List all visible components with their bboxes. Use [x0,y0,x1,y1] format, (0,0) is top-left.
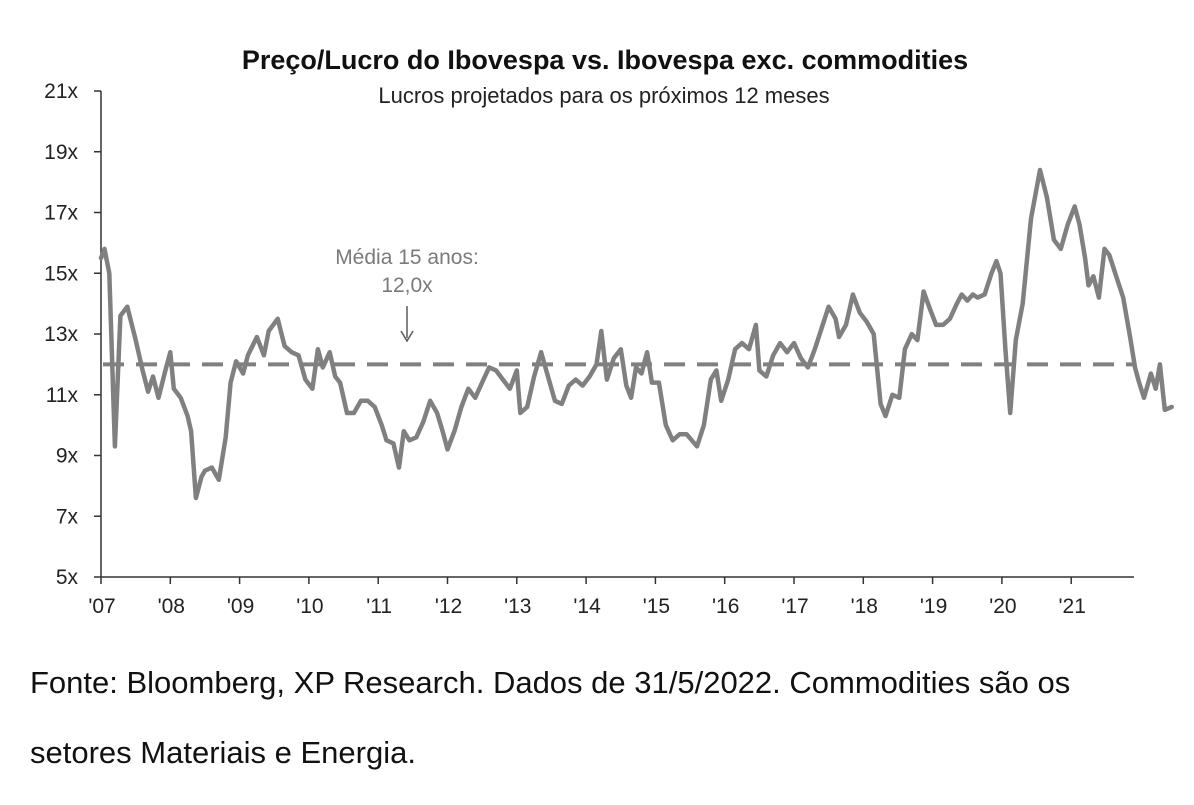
x-tick-label: '10 [296,595,323,618]
x-tick-label: '16 [712,595,739,618]
x-tick-label: '20 [989,595,1016,618]
source-caption: Fonte: Bloomberg, XP Research. Dados de … [30,665,1071,770]
line-chart: Preço/Lucro do Ibovespa vs. Ibovespa exc… [44,45,1174,618]
series-line [98,167,1174,501]
y-tick-label: 13x [44,323,78,346]
y-axis-ticks: 5x 7x 9x 11x 13x 15x 17x 19x 21x [44,80,101,589]
x-tick-label: '07 [88,595,115,618]
chart-subtitle: Lucros projetados para os próximos 12 me… [378,83,829,108]
y-tick-label: 19x [44,141,78,164]
x-tick-label: '13 [504,595,531,618]
y-tick-label: 21x [44,80,78,103]
x-axis-ticks: '07 '08 '09 '10 '11 '12 '13 '14 '15 '16 '17 '18 '19 '… [88,577,1086,618]
chart-axes [100,91,1134,578]
x-tick-label: '09 [227,595,254,618]
x-tick-label: '14 [573,595,601,618]
y-tick-label: 9x [56,445,79,468]
x-tick-label: '12 [435,595,462,618]
average-annotation: Média 15 anos: 12,0x [335,246,479,343]
annotation-arrow-head [400,330,414,343]
chart-title: Preço/Lucro do Ibovespa vs. Ibovespa exc… [242,45,968,75]
annotation-line-2: 12,0x [381,274,433,297]
x-tick-label: '19 [920,595,947,618]
x-tick-label: '15 [643,595,670,618]
x-tick-label: '21 [1059,595,1086,618]
y-tick-label: 7x [56,505,79,528]
x-tick-label: '08 [158,595,185,618]
x-tick-label: '17 [781,595,808,618]
y-tick-label: 15x [44,262,78,285]
y-tick-label: 11x [46,384,79,407]
y-tick-label: 17x [44,202,78,225]
y-tick-label: 5x [56,566,79,589]
x-tick-label: '11 [366,595,392,618]
annotation-line-1: Média 15 anos: [335,246,479,269]
x-tick-label: '18 [851,595,878,618]
